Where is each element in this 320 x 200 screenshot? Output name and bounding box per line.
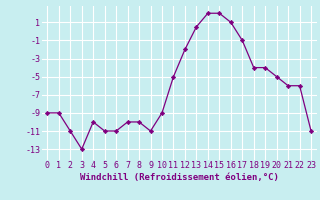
X-axis label: Windchill (Refroidissement éolien,°C): Windchill (Refroidissement éolien,°C) <box>80 173 279 182</box>
